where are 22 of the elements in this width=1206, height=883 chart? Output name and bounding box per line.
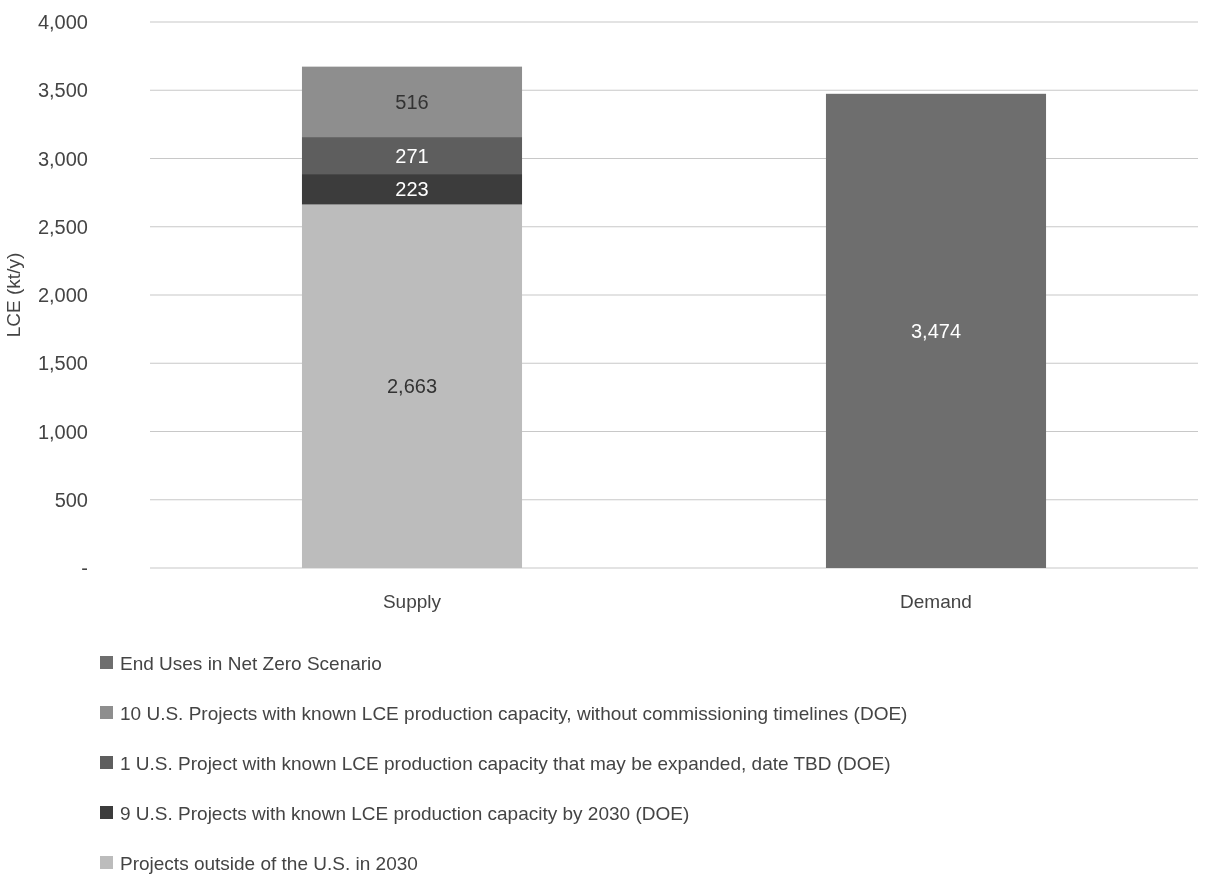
data-label: 516 [395,90,429,113]
legend-label: End Uses in Net Zero Scenario [120,652,382,674]
legend-label: 10 U.S. Projects with known LCE production capacity, without commissioning timelines (DOE) [120,702,908,724]
legend-label: Projects outside of the U.S. in 2030 [120,852,418,874]
data-label: 3,474 [910,319,962,342]
y-tick-label: 3,000 [37,147,88,170]
y-tick-label: - [81,557,88,579]
legend-label: 9 U.S. Projects with known LCE production capacity by 2030 (DOE) [120,802,690,824]
legend-label: 1 U.S. Project with known LCE production capacity that may be expanded, date TBD (DOE) [120,752,891,774]
data-label: 223 [395,178,429,201]
y-axis-title: LCE (kt/y) [3,252,24,338]
y-tick-label: 2,500 [37,215,88,238]
y-tick-label: 2,000 [37,284,88,306]
y-tick-label: 4,000 [37,11,88,33]
y-tick-label: 1,000 [37,420,88,443]
x-tick-label: Supply [382,591,442,612]
y-tick-label: 500 [54,488,88,511]
y-tick-label: 3,500 [37,79,88,102]
data-label: 2,663 [386,375,438,398]
x-tick-label: Demand [900,591,972,612]
data-label: 271 [395,144,429,167]
y-tick-label: 1,500 [37,352,88,375]
